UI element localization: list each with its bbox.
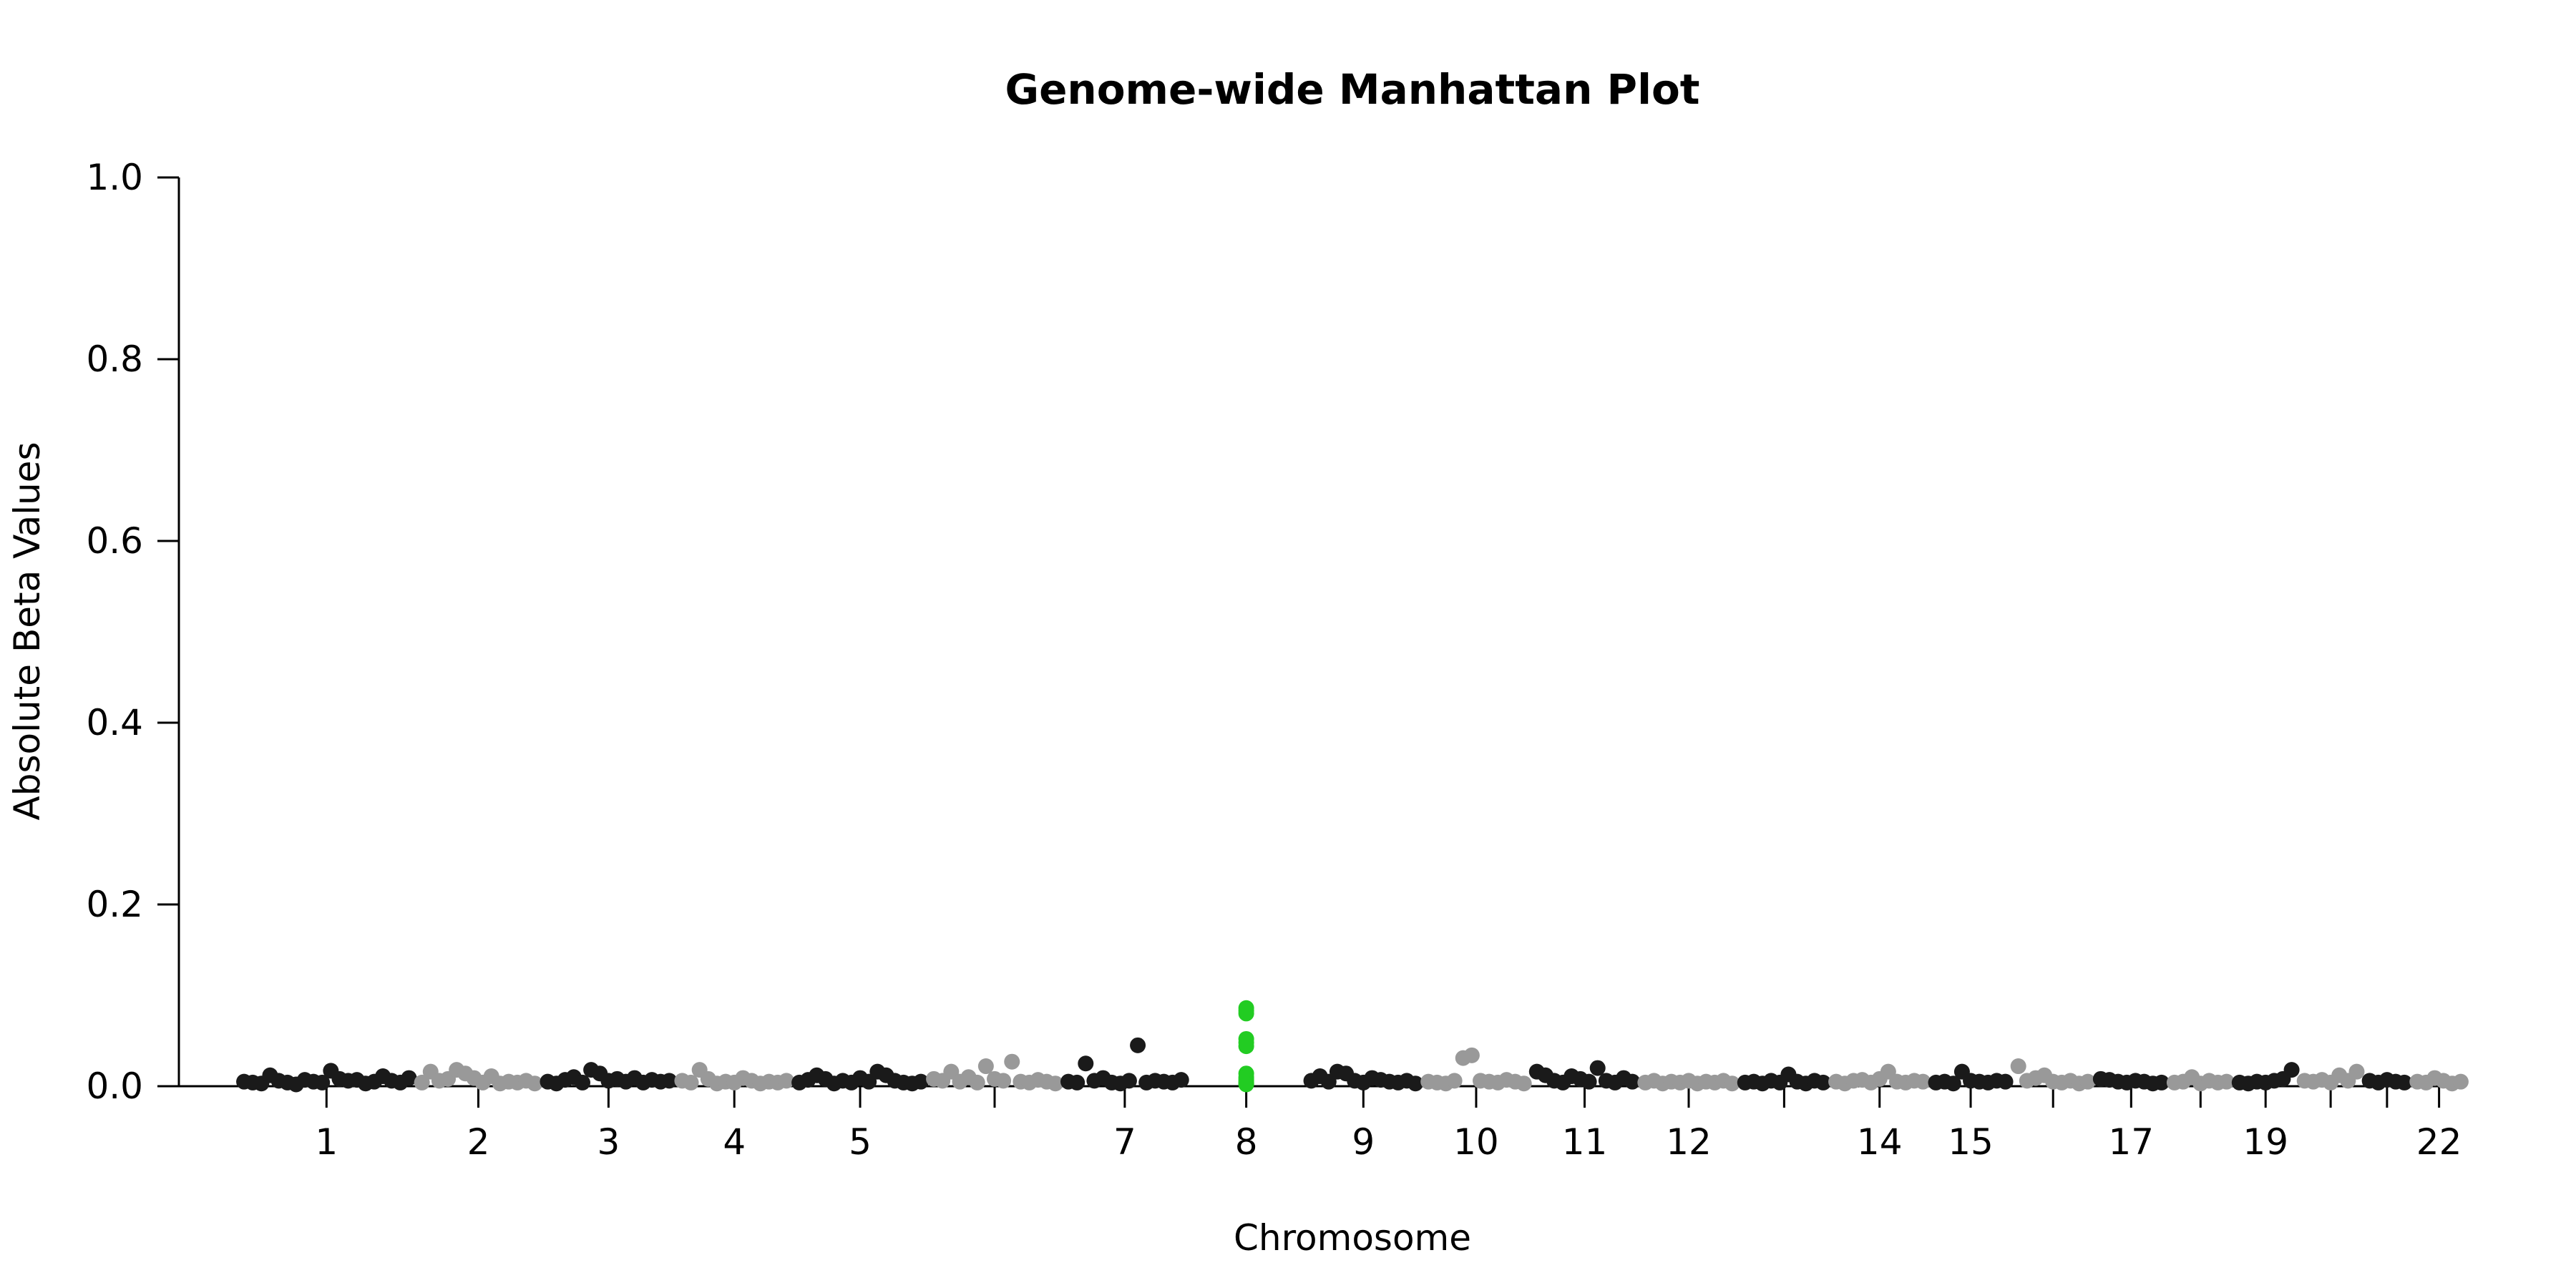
data-point bbox=[683, 1074, 699, 1091]
data-point bbox=[1130, 1037, 1146, 1053]
data-point bbox=[1516, 1075, 1532, 1092]
x-tick-label: 14 bbox=[1857, 1121, 1903, 1163]
data-point bbox=[661, 1073, 678, 1089]
x-tick-label: 1 bbox=[315, 1121, 338, 1163]
y-tick-label: 0.6 bbox=[86, 520, 143, 562]
data-point bbox=[1004, 1053, 1020, 1070]
data-point bbox=[969, 1074, 985, 1091]
data-point bbox=[1407, 1075, 1424, 1092]
x-tick-label: 10 bbox=[1453, 1121, 1499, 1163]
data-point bbox=[2396, 1074, 2413, 1091]
data-point bbox=[2452, 1073, 2469, 1090]
data-point bbox=[2283, 1062, 2300, 1078]
data-point bbox=[1173, 1072, 1189, 1088]
x-tick-label: 11 bbox=[1562, 1121, 1608, 1163]
data-point bbox=[1581, 1073, 1597, 1090]
data-point bbox=[779, 1073, 794, 1089]
data-point bbox=[414, 1074, 430, 1091]
data-point bbox=[401, 1070, 417, 1086]
y-tick-label: 1.0 bbox=[86, 157, 143, 198]
data-point bbox=[2153, 1074, 2170, 1091]
data-point bbox=[2079, 1073, 2096, 1090]
data-points bbox=[236, 1000, 2469, 1093]
y-axis: 0.0 0.2 0.4 0.6 0.8 1.0 bbox=[86, 157, 180, 1107]
data-point bbox=[1945, 1075, 1961, 1092]
data-point bbox=[1047, 1075, 1063, 1092]
chart-title: Genome-wide Manhattan Plot bbox=[1005, 65, 1699, 114]
y-tick-label: 0.8 bbox=[86, 338, 143, 380]
x-tick-label: 4 bbox=[723, 1121, 746, 1163]
x-axis-label: Chromosome bbox=[1234, 1217, 1471, 1259]
x-axis: 1 2 3 4 5 7 8 9 10 11 12 14 15 17 19 22 bbox=[179, 1085, 2465, 1163]
data-point bbox=[1238, 1005, 1254, 1022]
x-tick-label: 3 bbox=[597, 1121, 620, 1163]
y-axis-label: Absolute Beta Values bbox=[6, 442, 48, 821]
y-tick-label: 0.4 bbox=[86, 702, 143, 743]
data-point bbox=[1238, 1076, 1254, 1093]
x-tick-label: 15 bbox=[1948, 1121, 1994, 1163]
data-point bbox=[2010, 1058, 2026, 1075]
data-point bbox=[1997, 1073, 2014, 1090]
data-point bbox=[1238, 1038, 1254, 1055]
data-point bbox=[977, 1058, 994, 1075]
data-point bbox=[1589, 1060, 1606, 1076]
x-tick-label: 22 bbox=[2416, 1121, 2462, 1163]
x-tick-label: 19 bbox=[2243, 1121, 2288, 1163]
data-point bbox=[2348, 1063, 2365, 1080]
x-tick-label: 17 bbox=[2109, 1121, 2155, 1163]
data-point bbox=[912, 1073, 929, 1090]
x-tick-label: 2 bbox=[467, 1121, 490, 1163]
data-point bbox=[1624, 1073, 1641, 1090]
data-point bbox=[995, 1073, 1012, 1089]
data-point bbox=[1915, 1073, 1931, 1090]
data-point bbox=[527, 1075, 543, 1092]
data-point bbox=[2218, 1073, 2235, 1090]
data-point bbox=[1069, 1074, 1085, 1091]
x-tick-label: 5 bbox=[849, 1121, 872, 1163]
x-tick-label: 12 bbox=[1666, 1121, 1712, 1163]
x-tick-label: 9 bbox=[1352, 1121, 1375, 1163]
data-point bbox=[1463, 1047, 1480, 1063]
data-point bbox=[575, 1074, 591, 1091]
data-point bbox=[1078, 1055, 1094, 1072]
x-tick-label: 8 bbox=[1235, 1121, 1258, 1163]
y-tick-label: 0.2 bbox=[86, 884, 143, 925]
data-point bbox=[1815, 1074, 1831, 1091]
data-point bbox=[1724, 1075, 1740, 1092]
x-tick-label: 7 bbox=[1113, 1121, 1136, 1163]
data-point bbox=[1121, 1073, 1137, 1089]
data-point bbox=[1446, 1073, 1463, 1089]
y-tick-label: 0.0 bbox=[86, 1065, 143, 1107]
data-point bbox=[314, 1074, 331, 1091]
